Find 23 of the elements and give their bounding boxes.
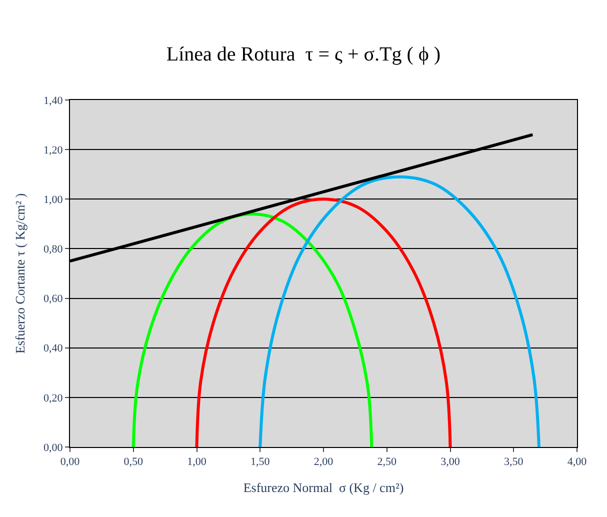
x-tick-label: 2,00 <box>314 456 334 468</box>
x-tick-label: 0,50 <box>124 456 144 468</box>
y-tick-label: 0,80 <box>44 244 64 256</box>
x-tick-label: 3,50 <box>504 456 524 468</box>
line-series <box>258 175 540 447</box>
y-tick-label: 0,60 <box>44 293 64 306</box>
x-tick-label: 1,50 <box>250 456 270 468</box>
y-tick-label: 0,40 <box>44 342 64 355</box>
chart-title: Línea de Rotura τ = ς + σ.Tg ( ϕ ) <box>166 44 441 66</box>
y-tick-label: 0,20 <box>44 392 64 404</box>
line-series <box>132 212 374 447</box>
line-series <box>195 198 452 447</box>
x-tick-label: 1,00 <box>187 456 207 468</box>
x-tick-label: 3,00 <box>440 456 460 468</box>
x-tick-label: 4,00 <box>567 456 588 468</box>
y-axis-title: Esfuerzo Cortante τ ( Kg/cm² ) <box>12 193 28 354</box>
x-tick-label: 2,50 <box>377 456 398 468</box>
y-tick-label: 1,20 <box>44 144 64 156</box>
y-tick-label: 1,40 <box>44 94 64 107</box>
y-tick-label: 0,00 <box>44 442 64 454</box>
x-axis-title: Esfurezo Normal σ (Kg / cm²) <box>243 480 404 495</box>
y-tick-label: 1,00 <box>44 194 64 206</box>
x-tick-label: 0,00 <box>60 456 80 468</box>
